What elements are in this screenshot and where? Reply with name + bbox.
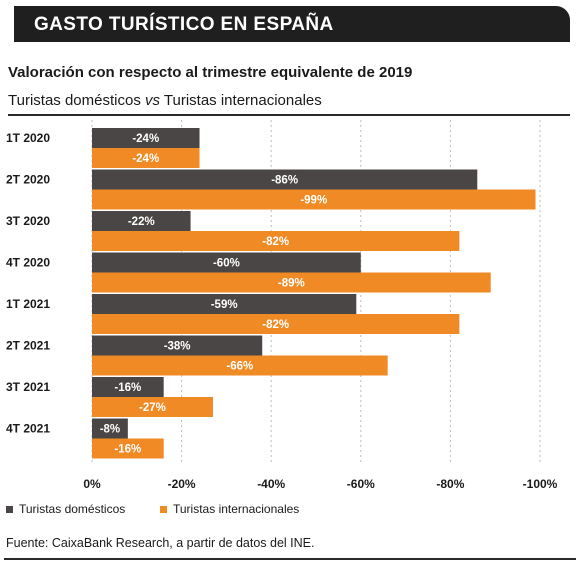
bar-domestic bbox=[92, 211, 191, 231]
legend-international: Turistas internacionales bbox=[160, 502, 299, 516]
subtitle-rule bbox=[8, 114, 570, 116]
category-label: 4T 2021 bbox=[6, 422, 50, 436]
category-label: 4T 2020 bbox=[6, 256, 50, 270]
bar-domestic bbox=[92, 418, 128, 439]
chart-header-title: GASTO TURÍSTICO EN ESPAÑA bbox=[34, 14, 334, 35]
bar-international bbox=[92, 189, 536, 210]
category-label: 2T 2021 bbox=[6, 339, 50, 353]
legend-label-domestic: Turistas domésticos bbox=[19, 502, 126, 516]
bar-international bbox=[92, 272, 491, 293]
bar-domestic bbox=[92, 335, 263, 356]
data-label: -22% bbox=[128, 216, 155, 228]
data-label: -38% bbox=[164, 341, 191, 353]
bar-international bbox=[92, 148, 200, 168]
bar-domestic bbox=[92, 128, 200, 148]
comparison-vs: vs bbox=[145, 92, 160, 109]
legend-swatch-domestic bbox=[6, 505, 13, 513]
data-label: -66% bbox=[226, 361, 253, 373]
data-label: -89% bbox=[278, 278, 305, 290]
legend-label-international: Turistas internacionales bbox=[173, 502, 300, 516]
bar-chart: 1T 2020 -24% -24% 2T 2020 -86%-99% 3T 2020 -22… bbox=[6, 120, 558, 491]
category-label: 1T 2021 bbox=[6, 297, 50, 311]
bar-international bbox=[92, 397, 213, 417]
bar-domestic bbox=[92, 169, 478, 190]
data-label: -24% bbox=[132, 153, 159, 165]
data-label: -16% bbox=[114, 444, 141, 456]
category-label: 2T 2020 bbox=[6, 173, 50, 187]
chart-subtitle: Valoración con respecto al trimestre equ… bbox=[8, 64, 413, 81]
bar-international bbox=[92, 314, 460, 334]
category-label: 3T 2021 bbox=[6, 380, 50, 394]
data-label: -8% bbox=[100, 424, 120, 436]
data-label: -60% bbox=[213, 258, 240, 270]
data-label: -16% bbox=[114, 382, 141, 394]
source-note: Fuente: CaixaBank Research, a partir de … bbox=[6, 536, 315, 550]
bar-domestic bbox=[92, 252, 361, 273]
legend-domestic: Turistas domésticos bbox=[6, 502, 125, 516]
x-tick-label: -60% bbox=[347, 477, 375, 491]
data-label: -59% bbox=[211, 299, 238, 311]
bar-international bbox=[92, 438, 164, 459]
legend-swatch-international bbox=[160, 505, 167, 513]
x-tick-label: -20% bbox=[168, 477, 196, 491]
data-label: -24% bbox=[132, 133, 159, 145]
x-tick-label: -80% bbox=[436, 477, 464, 491]
data-label: -82% bbox=[262, 236, 289, 248]
bottom-rule bbox=[4, 558, 576, 560]
x-tick-label: -100% bbox=[523, 477, 558, 491]
data-label: -86% bbox=[271, 175, 298, 187]
category-label: 3T 2020 bbox=[6, 214, 50, 228]
header-bar: GASTO TURÍSTICO EN ESPAÑA bbox=[14, 6, 570, 42]
x-tick-label: -40% bbox=[257, 477, 285, 491]
comparison-prefix: Turistas domésticos bbox=[8, 92, 145, 109]
data-label: -82% bbox=[262, 319, 289, 331]
data-label: -27% bbox=[139, 402, 166, 414]
bar-international bbox=[92, 231, 460, 251]
comparison-suffix: Turistas internacionales bbox=[160, 92, 322, 109]
chart-comparison-label: Turistas domésticos vs Turistas internac… bbox=[8, 92, 322, 109]
bar-international bbox=[92, 355, 388, 376]
data-label: -99% bbox=[300, 195, 327, 207]
bar-domestic bbox=[92, 294, 357, 314]
x-tick-label: 0% bbox=[83, 477, 101, 491]
bar-domestic bbox=[92, 377, 164, 397]
category-label: 1T 2020 bbox=[6, 131, 50, 145]
